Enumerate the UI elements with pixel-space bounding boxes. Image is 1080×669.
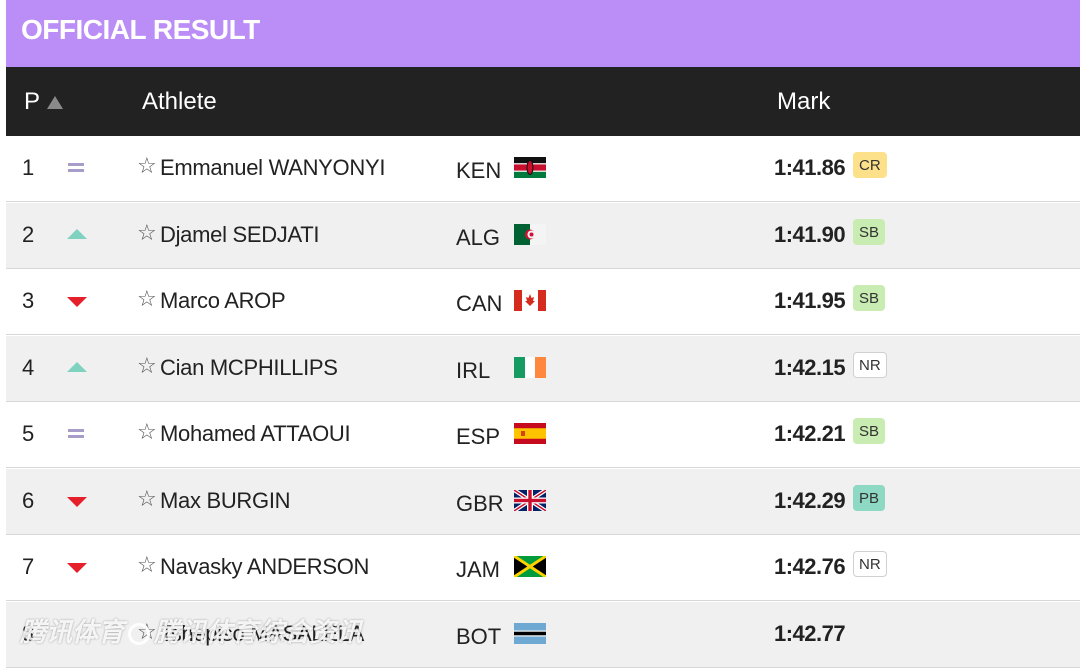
mark-time: 1:42.77: [774, 620, 846, 646]
trend-same-icon: [66, 161, 88, 175]
trend-down-icon: [67, 496, 87, 507]
flag-can-icon: [514, 290, 546, 311]
table-row[interactable]: 7 ☆ Navasky ANDERSON JAM 1:42.76 NR: [6, 535, 1080, 601]
position-cell: 7: [22, 554, 35, 579]
record-badge: SB: [853, 218, 886, 245]
favorite-star-icon[interactable]: ☆: [137, 286, 157, 311]
favorite-star-icon[interactable]: ☆: [137, 485, 157, 511]
flag-alg-icon: [514, 223, 546, 245]
position-cell: 4: [22, 354, 35, 380]
position-cell: 1: [22, 155, 35, 180]
mark-time: 1:41.90: [774, 221, 846, 247]
table-row[interactable]: 2 ☆ Djamel SEDJATI ALG 1:41.90 SB: [6, 202, 1080, 269]
position-cell: 2: [22, 221, 35, 247]
table-row[interactable]: 8 ☆ Tshepiso MASALELA BOT 1:42.77: [6, 601, 1080, 668]
record-badge: NR: [853, 551, 887, 577]
trend-down-icon: [67, 563, 87, 573]
watermark: 腾讯体育 腾讯体育综合资讯: [20, 612, 362, 649]
mark-time: 1:41.95: [774, 288, 846, 313]
favorite-star-icon[interactable]: ☆: [137, 419, 157, 444]
position-cell: 3: [22, 288, 35, 313]
flag-esp-icon: [514, 423, 546, 444]
record-badge: NR: [853, 351, 887, 378]
athlete-name[interactable]: Max BURGIN: [160, 487, 291, 513]
flag-bot-icon: [514, 622, 546, 644]
record-badge: SB: [853, 418, 886, 444]
trend-down-icon: [67, 297, 87, 307]
column-header-athlete: Athlete: [142, 88, 217, 115]
country-code: KEN: [456, 158, 502, 183]
mark-time: 1:41.86: [774, 155, 846, 180]
country-code: JAM: [456, 557, 500, 582]
result-banner: OFFICIAL RESULT: [6, 0, 1080, 67]
country-code: BOT: [456, 623, 502, 649]
trend-same-icon: [66, 427, 88, 441]
column-header-mark: Mark: [777, 88, 831, 115]
table-header: P Athlete Mark: [6, 67, 1080, 136]
table-row[interactable]: 4 ☆ Cian MCPHILLIPS IRL 1:42.15 NR: [6, 335, 1080, 402]
sort-ascending-icon[interactable]: [47, 96, 63, 109]
position-cell: 6: [22, 487, 35, 513]
country-code: GBR: [456, 490, 504, 516]
watermark-logo-icon: [128, 623, 151, 646]
table-row[interactable]: 6 ☆ Max BURGIN GBR 1:42.29 PB: [6, 468, 1080, 535]
favorite-star-icon[interactable]: ☆: [137, 153, 157, 178]
mark-time: 1:42.21: [774, 421, 846, 446]
flag-gbr-icon: [514, 489, 546, 511]
athlete-name[interactable]: Mohamed ATTAOUI: [160, 421, 351, 446]
record-badge: PB: [853, 484, 886, 511]
athlete-name[interactable]: Cian MCPHILLIPS: [160, 354, 338, 380]
position-cell: 8: [22, 620, 35, 646]
athlete-name[interactable]: Marco AROP: [160, 288, 286, 313]
table-row[interactable]: 3 ☆ Marco AROP CAN 1:41.95 SB: [6, 269, 1080, 335]
favorite-star-icon[interactable]: ☆: [137, 219, 157, 245]
country-code: ESP: [456, 424, 501, 449]
athlete-name[interactable]: Djamel SEDJATI: [160, 221, 320, 247]
watermark-text-left: 腾讯体育: [20, 617, 125, 647]
athlete-name[interactable]: Tshepiso MASALELA: [160, 620, 365, 646]
country-code: IRL: [456, 357, 491, 383]
favorite-star-icon[interactable]: ☆: [137, 352, 157, 378]
flag-ken-icon: [514, 157, 546, 178]
favorite-star-icon[interactable]: ☆: [137, 552, 157, 577]
record-badge: SB: [853, 285, 886, 311]
country-code: ALG: [456, 224, 501, 250]
trend-up-icon: [67, 228, 87, 239]
record-badge: CR: [853, 152, 887, 178]
table-row[interactable]: 1 ☆ Emmanuel WANYONYI KEN 1:41.86 CR: [6, 136, 1080, 202]
watermark-text-right: 腾讯体育综合资讯: [154, 617, 363, 647]
mark-time: 1:42.15: [774, 354, 846, 380]
trend-up-icon: [67, 361, 87, 372]
flag-jam-icon: [514, 556, 546, 577]
results-panel: OFFICIAL RESULT P Athlete Mark 1 ☆ Emmanue…: [6, 0, 1080, 669]
column-header-position[interactable]: P: [24, 88, 41, 115]
mark-time: 1:42.29: [774, 487, 846, 513]
athlete-name[interactable]: Emmanuel WANYONYI: [160, 155, 386, 180]
flag-irl-icon: [514, 356, 546, 378]
result-title: OFFICIAL RESULT: [21, 14, 260, 45]
country-code: CAN: [456, 291, 503, 316]
mark-time: 1:42.76: [774, 554, 846, 579]
table-row[interactable]: 5 ☆ Mohamed ATTAOUI ESP 1:42.21 SB: [6, 402, 1080, 468]
position-cell: 5: [22, 421, 35, 446]
athlete-name[interactable]: Navasky ANDERSON: [160, 554, 370, 579]
